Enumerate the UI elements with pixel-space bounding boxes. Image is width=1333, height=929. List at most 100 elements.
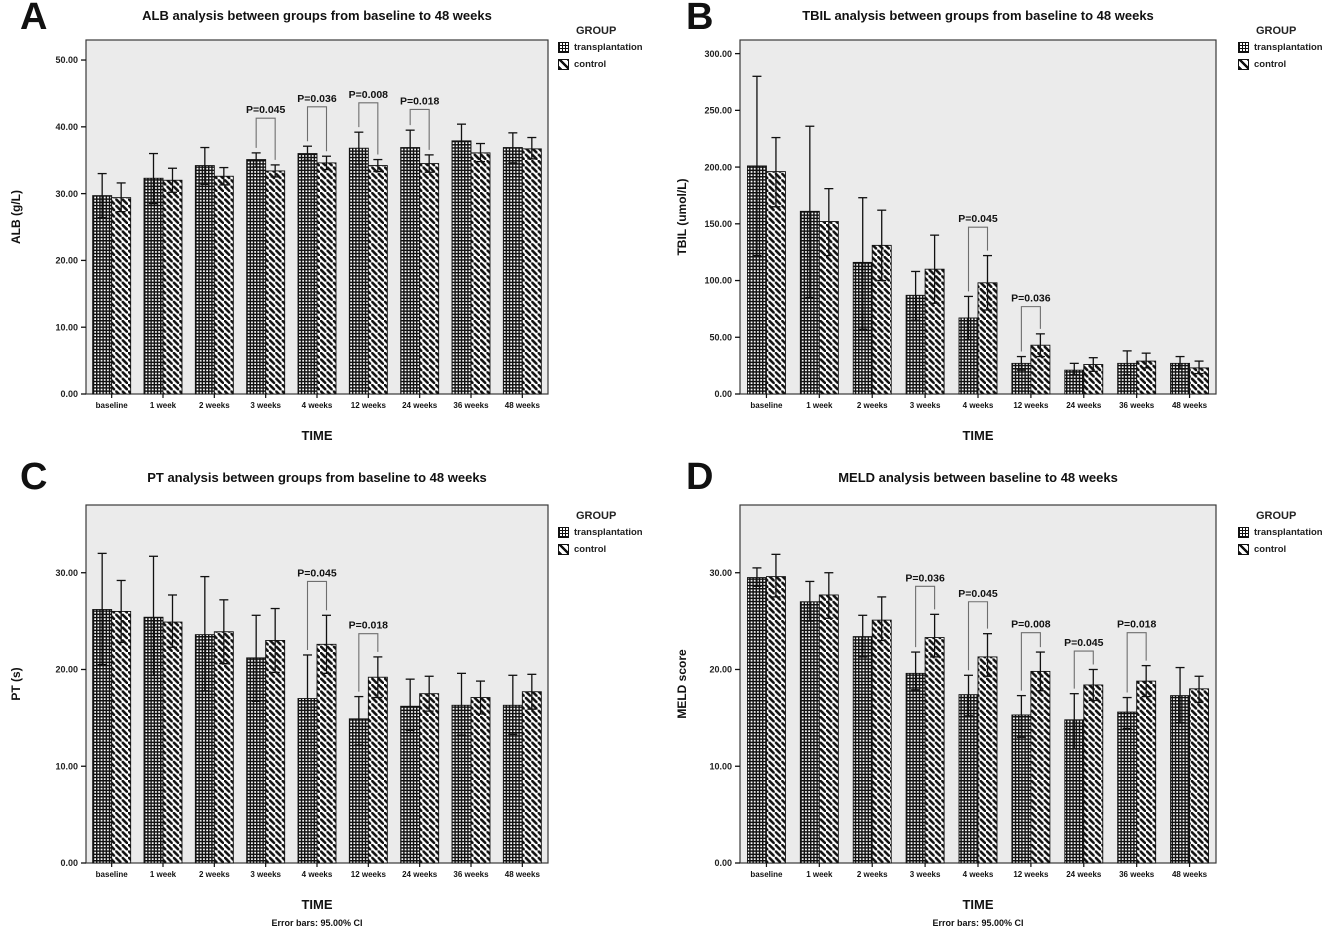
x-tick-label: 2 weeks [199, 870, 230, 879]
bar-transplantation-4-weeks [297, 153, 318, 395]
p-value-label-12-weeks: P=0.008 [1011, 619, 1051, 631]
x-tick-label: 2 weeks [199, 401, 230, 410]
y-tick-label: 40.00 [55, 122, 78, 132]
x-tick-label: 48 weeks [1172, 401, 1208, 410]
error-bar-transplantation-12-weeks [354, 695, 364, 746]
error-bar-transplantation-4-weeks [303, 145, 312, 161]
error-bar-control-4-weeks [322, 614, 331, 675]
x-tick-label: 1 week [150, 401, 177, 410]
error-bar-control-12-weeks [373, 656, 383, 699]
error-bar-control-24-weeks [424, 675, 434, 712]
x-tick-label: 1 week [150, 870, 177, 879]
error-bar-control-48-weeks [527, 136, 537, 160]
error-bar-transplantation-4-weeks [303, 654, 312, 740]
x-tick-label: 3 weeks [910, 401, 941, 410]
x-tick-label: 36 weeks [1119, 401, 1155, 410]
error-bar-transplantation-1-week [805, 125, 815, 299]
error-bar-control-baseline [116, 182, 126, 213]
x-tick-label: 24 weeks [1066, 870, 1102, 879]
p-bracket-4-weeks [967, 601, 989, 671]
p-value-annotations: P=0.036 P=0.045 P=0.008 P=0.045 P=0.018 [905, 572, 1157, 693]
y-axis-ticks: 0.00 10.00 20.00 30.00 40.00 50.00 [55, 55, 86, 399]
error-bar-transplantation-4-weeks [964, 295, 973, 341]
p-bracket-12-weeks [358, 102, 379, 155]
y-tick-label: 30.00 [55, 189, 78, 199]
p-bracket-4-weeks [306, 580, 328, 650]
error-bar-control-baseline [771, 553, 781, 598]
x-tick-label: 4 weeks [302, 401, 333, 410]
error-bar-transplantation-36-weeks [1122, 350, 1132, 376]
error-bar-transplantation-1-week [149, 152, 158, 205]
error-bar-control-2-weeks [219, 599, 229, 665]
x-tick-label: baseline [96, 870, 129, 879]
y-tick-label: 0.00 [714, 389, 732, 399]
error-bar-control-1-week [168, 167, 177, 193]
bar-control-36-weeks [470, 152, 491, 395]
error-bar-transplantation-2-weeks [858, 614, 868, 658]
x-tick-label: 3 weeks [250, 870, 281, 879]
legend-group: GROUP transplantation control [558, 510, 643, 561]
bar-control-3-weeks [924, 637, 945, 864]
panel-label-a: A [20, 0, 48, 38]
alb-bar-chart: 0.00 10.00 20.00 30.00 40.00 50.00 baseline 1 w… [55, 39, 549, 410]
error-bar-transplantation-36-weeks [1122, 696, 1132, 730]
error-bar-control-2-weeks [877, 209, 887, 282]
crosshatch-pattern-swatch-icon [558, 527, 569, 538]
legend-label: control [1254, 59, 1287, 70]
legend-title: GROUP [1256, 510, 1297, 522]
diagonal-pattern-swatch-icon [558, 544, 569, 555]
error-bar-control-baseline [116, 579, 126, 644]
error-bar-control-3-weeks [270, 164, 280, 178]
bar-control-2-weeks [871, 619, 892, 864]
x-tick-label: 36 weeks [453, 401, 489, 410]
legend-group: GROUP transplantation control [1238, 25, 1323, 76]
x-tick-label: 48 weeks [505, 401, 541, 410]
y-tick-label: 50.00 [55, 55, 78, 65]
x-tick-label: 12 weeks [1013, 401, 1049, 410]
bar-control-36-weeks [1136, 680, 1157, 864]
panel-label-b: B [686, 0, 714, 38]
error-bar-transplantation-2-weeks [858, 197, 868, 330]
error-bar-control-2-weeks [877, 596, 887, 642]
bar-control-24-weeks [1083, 684, 1104, 864]
bar-control-3-weeks [265, 640, 286, 864]
y-axis-ticks: 0.00 10.00 20.00 30.00 [709, 568, 740, 868]
y-tick-label: 20.00 [709, 665, 732, 675]
error-bar-transplantation-12-weeks [354, 131, 364, 165]
bar-transplantation-2-weeks [194, 165, 215, 395]
y-tick-label: 20.00 [55, 256, 78, 266]
bar-control-2-weeks [213, 175, 234, 395]
error-bar-transplantation-baseline [752, 567, 762, 587]
p-value-label-12-weeks: P=0.008 [349, 89, 389, 101]
legend-entry-control: control [1238, 544, 1323, 555]
y-tick-label: 300.00 [704, 49, 732, 59]
p-bracket-3-weeks [255, 117, 276, 160]
legend-label: transplantation [574, 527, 643, 538]
bar-control-3-weeks [265, 170, 286, 395]
bar-control-12-weeks [1030, 670, 1051, 864]
x-tick-label: 2 weeks [857, 401, 888, 410]
x-tick-label: 4 weeks [963, 401, 994, 410]
chart-title-pt: PT analysis between groups from baseline… [147, 470, 487, 485]
bar-control-2-weeks [213, 631, 234, 864]
legend-label: control [574, 59, 607, 70]
x-axis-label-time: TIME [301, 428, 333, 443]
y-tick-label: 20.00 [55, 665, 78, 675]
x-tick-label: 12 weeks [351, 870, 387, 879]
pt-bar-chart: 0.00 10.00 20.00 30.00 baseline 1 week 2 weeks… [55, 504, 549, 879]
error-bar-transplantation-baseline [97, 552, 107, 666]
x-tick-label: 2 weeks [857, 870, 888, 879]
p-value-label-3-weeks: P=0.045 [246, 104, 286, 116]
y-tick-label: 30.00 [55, 568, 78, 578]
x-tick-label: baseline [750, 401, 783, 410]
crosshatch-pattern-swatch-icon [1238, 527, 1249, 538]
legend-entry-transplantation: transplantation [1238, 42, 1323, 53]
chart-title-tbil: TBIL analysis between groups from baseli… [802, 8, 1154, 23]
error-bar-transplantation-48-weeks [1175, 666, 1185, 724]
bar-control-12-weeks [367, 165, 388, 395]
x-tick-label: 3 weeks [910, 870, 941, 879]
legend-label: transplantation [1254, 42, 1323, 53]
bar-control-48-weeks [521, 691, 542, 864]
y-tick-label: 30.00 [709, 568, 732, 578]
error-bars-footnote: Error bars: 95.00% CI [271, 918, 363, 928]
